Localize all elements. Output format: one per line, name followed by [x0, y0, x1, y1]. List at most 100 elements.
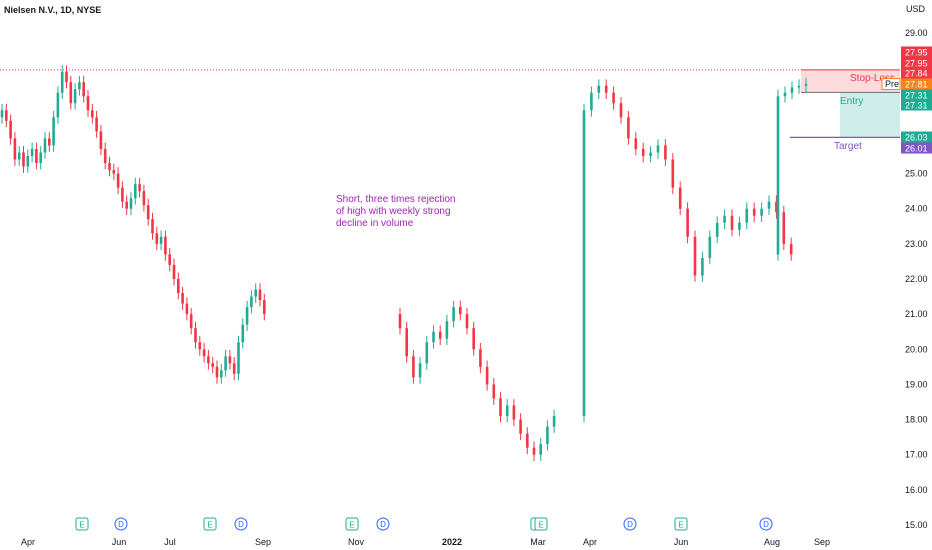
candle [228, 349, 232, 370]
candle [134, 177, 137, 205]
candle [412, 349, 415, 384]
candle [459, 300, 462, 321]
candle [258, 283, 262, 307]
candle [405, 321, 408, 363]
candle [211, 357, 214, 374]
candle [39, 146, 42, 170]
candle [499, 392, 502, 423]
price-tag: 27.31 [901, 99, 932, 111]
candle [189, 307, 193, 335]
candle [9, 114, 12, 145]
price-tag: 27.95 [901, 57, 932, 69]
event-markers[interactable]: EDEDEDEEDED [75, 517, 773, 531]
earnings-marker[interactable]: E [674, 517, 688, 531]
candle [207, 349, 210, 370]
svg-text:D: D [763, 520, 769, 529]
position-zones [790, 69, 900, 138]
currency-label: USD [906, 4, 926, 14]
candle [129, 191, 133, 216]
candle [532, 441, 536, 462]
annotation-line-3: decline in volume [336, 218, 414, 229]
dividend-marker[interactable]: D [759, 517, 773, 531]
candle [582, 103, 586, 423]
candle [48, 132, 51, 152]
dividend-marker[interactable]: D [376, 517, 390, 531]
candle [465, 307, 469, 335]
earnings-marker[interactable]: E [534, 517, 548, 531]
candle [745, 202, 749, 230]
candle [708, 230, 712, 265]
candle [263, 293, 266, 321]
candle [181, 286, 184, 310]
candle [693, 230, 697, 282]
price-tag: 27.95 [901, 46, 932, 58]
candle [172, 258, 176, 286]
candle [224, 349, 227, 377]
pre-market-badge: Pre [881, 78, 901, 90]
y-tick-label: 24.00 [905, 204, 928, 214]
candle [485, 360, 489, 391]
svg-text:27.84: 27.84 [905, 69, 928, 79]
x-tick-label: Nov [348, 537, 365, 547]
candle [99, 125, 103, 156]
price-tags: 27.9527.9527.8427.8127.3127.3126.0326.01… [881, 46, 932, 154]
price-tag: 27.84 [901, 67, 932, 79]
candle [597, 79, 601, 100]
candle [159, 230, 163, 251]
candle [641, 142, 645, 163]
candle [656, 139, 660, 159]
candle [194, 321, 197, 349]
candle [512, 399, 516, 426]
candle [552, 409, 556, 433]
x-tick-label: Apr [583, 537, 597, 547]
candle [797, 79, 801, 94]
stop-loss-label: Stop-Loss [850, 73, 895, 84]
earnings-marker[interactable]: E [203, 517, 217, 531]
price-tag: 26.03 [901, 131, 932, 143]
svg-text:E: E [207, 521, 212, 530]
candle [678, 181, 682, 216]
candle [103, 142, 107, 170]
x-tick-label: Aug [764, 537, 780, 547]
dividend-marker[interactable]: D [234, 517, 248, 531]
svg-text:E: E [349, 521, 354, 530]
candle [215, 360, 219, 384]
dividend-marker[interactable]: D [623, 517, 637, 531]
candle [185, 297, 189, 321]
candle [26, 149, 30, 173]
candle [108, 156, 111, 177]
svg-text:26.03: 26.03 [905, 133, 928, 143]
y-tick-label: 25.00 [905, 169, 928, 179]
profit-zone [840, 92, 900, 138]
candle [13, 132, 17, 166]
dividend-marker[interactable]: D [114, 517, 128, 531]
svg-text:D: D [380, 520, 386, 529]
candle [60, 65, 64, 100]
candle [671, 153, 675, 194]
annotation-line-1: Short, three times rejection [336, 194, 456, 205]
entry-label: Entry [840, 96, 863, 107]
candle [445, 314, 449, 346]
y-tick-label: 20.00 [905, 344, 928, 354]
candle [0, 103, 4, 124]
price-tag: 27.81 [901, 78, 932, 90]
candle [220, 364, 223, 384]
earnings-marker[interactable]: E [75, 517, 89, 531]
svg-text:26.01: 26.01 [905, 144, 928, 154]
y-tick-label: 21.00 [905, 309, 928, 319]
candle [151, 212, 154, 240]
candle [95, 111, 98, 138]
earnings-marker[interactable]: E [345, 517, 359, 531]
candle [198, 335, 202, 356]
svg-text:D: D [238, 520, 244, 529]
candle [78, 75, 81, 96]
candle [782, 205, 786, 251]
candles [0, 65, 808, 462]
candle [526, 427, 529, 455]
y-tick-label: 18.00 [905, 415, 928, 425]
candle [715, 216, 719, 244]
y-tick-label: 16.00 [905, 485, 928, 495]
price-tag: 26.01 [901, 142, 932, 154]
candle [767, 195, 771, 216]
